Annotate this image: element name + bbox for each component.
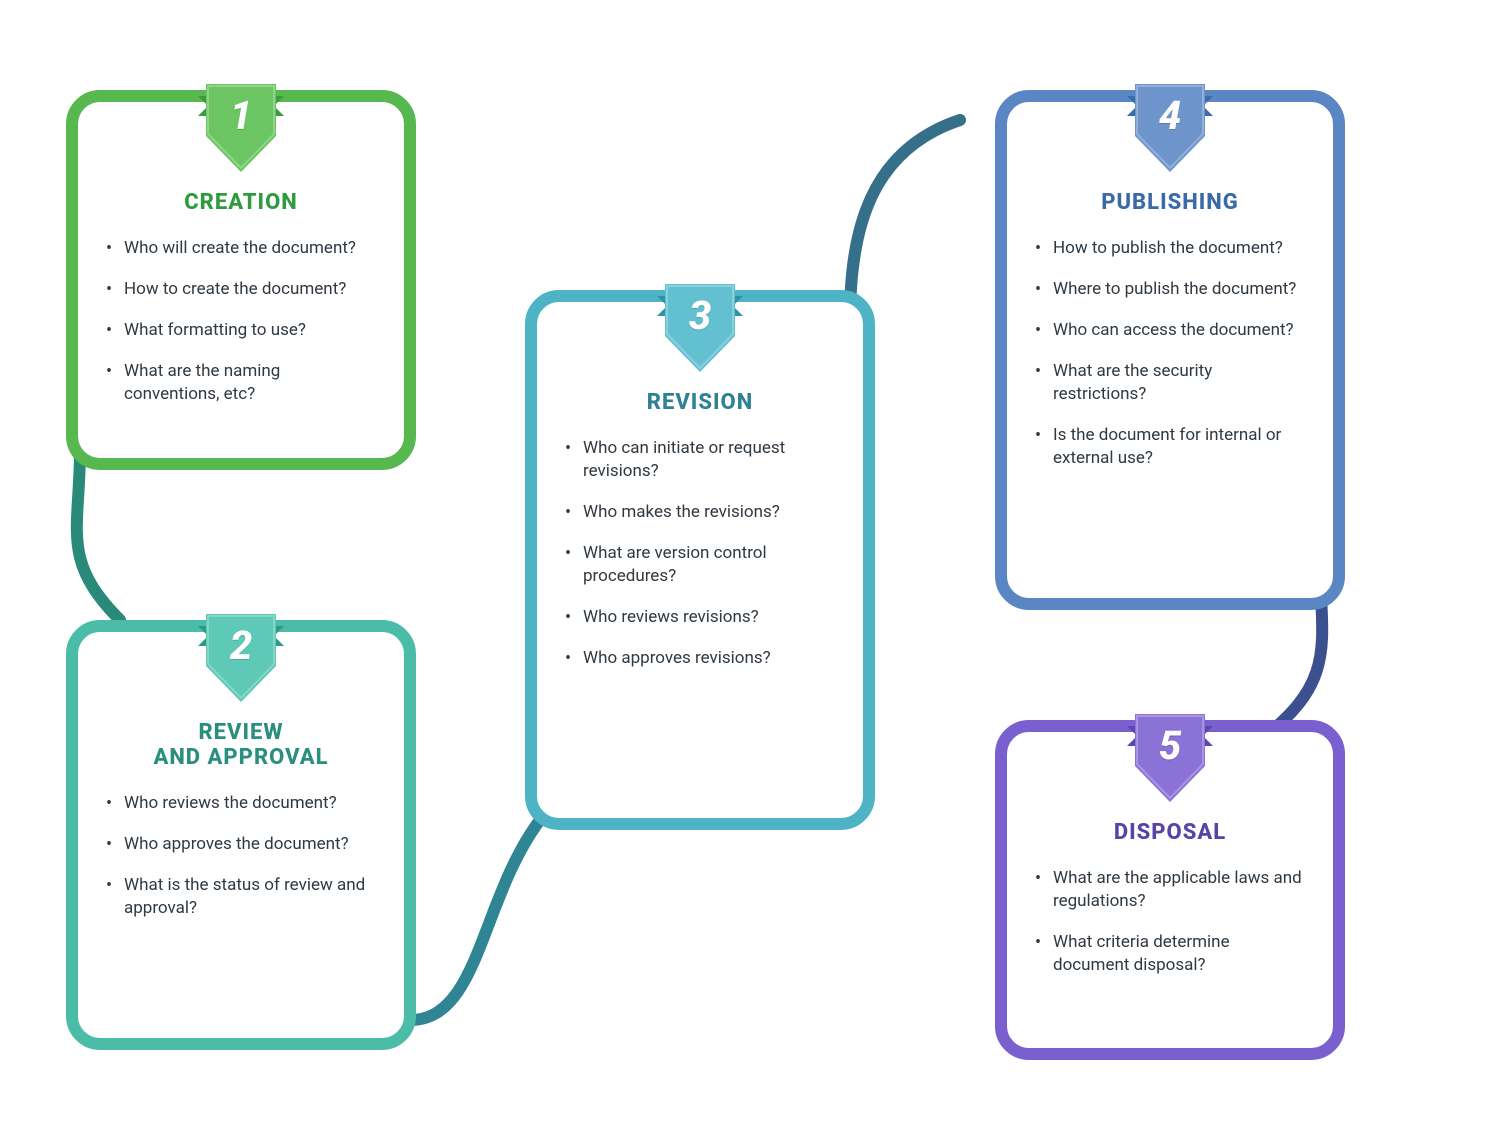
box-title: DISPOSAL bbox=[1035, 820, 1305, 845]
box-item: Is the document for internal or external… bbox=[1035, 424, 1305, 470]
badge-4: 4 bbox=[1115, 74, 1225, 182]
box-item: What are the applicable laws and regulat… bbox=[1035, 867, 1305, 913]
box-3: 3 REVISION Who can initiate or request rev… bbox=[525, 290, 875, 830]
badge-number: 5 bbox=[1115, 722, 1225, 769]
box-item: Who reviews revisions? bbox=[565, 606, 835, 629]
box-item: Who will create the document? bbox=[106, 237, 376, 260]
box-title: CREATION bbox=[106, 190, 376, 215]
box-item: Who approves revisions? bbox=[565, 647, 835, 670]
box-item: What are the security restrictions? bbox=[1035, 360, 1305, 406]
badge-number: 1 bbox=[186, 92, 296, 139]
box-items: Who can initiate or request revisions? Wh… bbox=[565, 437, 835, 670]
box-item: Where to publish the document? bbox=[1035, 278, 1305, 301]
connector-2-3 bbox=[410, 820, 540, 1020]
box-items: How to publish the document? Where to pub… bbox=[1035, 237, 1305, 470]
box-item: What are version control procedures? bbox=[565, 542, 835, 588]
badge-number: 4 bbox=[1115, 92, 1225, 139]
box-item: Who makes the revisions? bbox=[565, 501, 835, 524]
box-items: Who will create the document? How to crea… bbox=[106, 237, 376, 406]
badge-2: 2 bbox=[186, 604, 296, 712]
box-5: 5 DISPOSAL What are the applicable laws an… bbox=[995, 720, 1345, 1060]
box-2: 2 REVIEW AND APPROVAL Who reviews the docu… bbox=[66, 620, 416, 1050]
badge-number: 3 bbox=[645, 292, 755, 339]
badge-number: 2 bbox=[186, 622, 296, 669]
box-title: REVISION bbox=[565, 390, 835, 415]
box-title: REVIEW AND APPROVAL bbox=[106, 720, 376, 770]
badge-3: 3 bbox=[645, 274, 755, 382]
box-item: Who can access the document? bbox=[1035, 319, 1305, 342]
box-items: Who reviews the document? Who approves th… bbox=[106, 792, 376, 920]
box-title: PUBLISHING bbox=[1035, 190, 1305, 215]
box-items: What are the applicable laws and regulat… bbox=[1035, 867, 1305, 977]
box-item: Who reviews the document? bbox=[106, 792, 376, 815]
box-1: 1 CREATION Who will create the document? Ho… bbox=[66, 90, 416, 470]
box-4: 4 PUBLISHING How to publish the document? W… bbox=[995, 90, 1345, 610]
badge-1: 1 bbox=[186, 74, 296, 182]
box-item: What are the naming conventions, etc? bbox=[106, 360, 376, 406]
box-item: How to create the document? bbox=[106, 278, 376, 301]
box-item: What formatting to use? bbox=[106, 319, 376, 342]
connector-3-4 bbox=[850, 120, 960, 320]
box-item: What is the status of review and approva… bbox=[106, 874, 376, 920]
box-item: What criteria determine document disposa… bbox=[1035, 931, 1305, 977]
box-item: Who approves the document? bbox=[106, 833, 376, 856]
connector-1-2 bbox=[77, 450, 120, 620]
box-item: Who can initiate or request revisions? bbox=[565, 437, 835, 483]
box-item: How to publish the document? bbox=[1035, 237, 1305, 260]
badge-5: 5 bbox=[1115, 704, 1225, 812]
diagram-canvas: 1 CREATION Who will create the document? Ho… bbox=[0, 0, 1486, 1131]
